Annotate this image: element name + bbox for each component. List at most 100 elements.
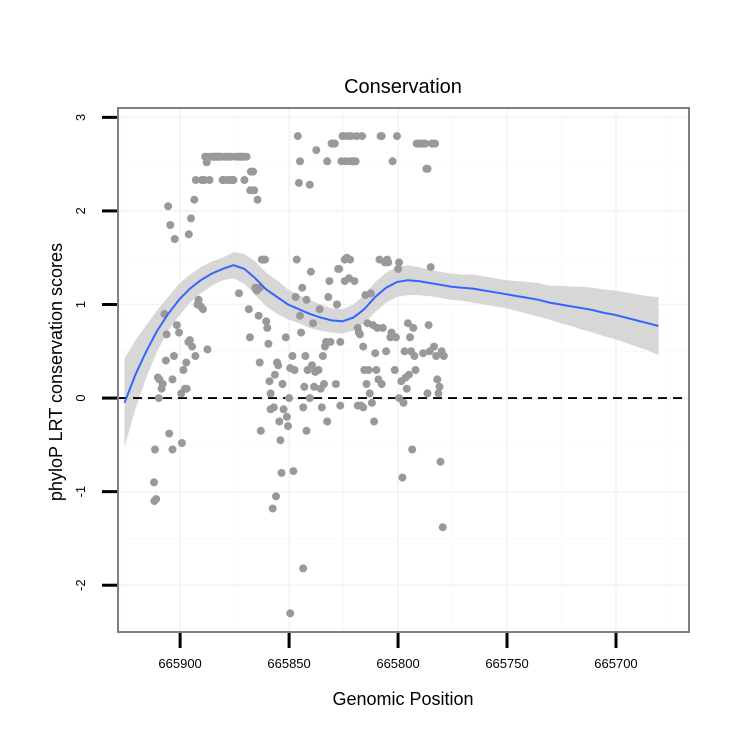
data-point [203, 345, 212, 354]
data-point [359, 342, 368, 351]
data-point [270, 370, 279, 379]
data-point [274, 361, 283, 370]
plot-panel [117, 107, 690, 633]
data-point [395, 258, 404, 267]
data-point [296, 157, 304, 166]
data-point [240, 176, 249, 184]
data-point [377, 132, 386, 141]
data-point [426, 263, 435, 272]
data-point [191, 176, 200, 184]
panel-border [117, 107, 690, 633]
data-point [158, 380, 167, 388]
data-point [366, 289, 375, 298]
data-point [292, 255, 301, 264]
y-tick-label: 0 [73, 394, 88, 401]
data-point [170, 235, 179, 243]
data-point [439, 352, 448, 360]
data-point [410, 352, 419, 360]
data-point [187, 214, 195, 223]
data-point [161, 356, 170, 365]
data-point [388, 157, 397, 166]
data-point [265, 377, 274, 386]
data-point [166, 221, 175, 229]
data-point [184, 230, 193, 239]
y-axis-ticks: -2 -1 0 1 2 3 [73, 114, 117, 591]
data-point [179, 366, 188, 374]
data-point [310, 382, 319, 391]
data-point [266, 389, 275, 398]
data-point [151, 445, 159, 454]
data-point [393, 132, 401, 141]
data-point [308, 361, 316, 370]
data-point [162, 330, 171, 339]
data-point [432, 352, 441, 360]
data-point [172, 321, 181, 330]
data-point [272, 492, 280, 501]
data-point [168, 375, 177, 384]
data-point [411, 366, 420, 374]
data-points [150, 132, 448, 618]
data-point [424, 321, 433, 330]
data-point [423, 389, 432, 398]
data-point [253, 195, 262, 204]
y-tick-label: -2 [73, 579, 88, 591]
data-point [421, 139, 430, 148]
data-point [406, 333, 414, 342]
data-point [277, 468, 286, 477]
data-point [419, 349, 428, 358]
data-point [318, 352, 327, 360]
data-point [431, 139, 440, 148]
data-point [394, 264, 403, 273]
data-point [398, 473, 407, 482]
data-point [352, 132, 361, 141]
data-point [423, 164, 432, 173]
data-point [371, 349, 380, 358]
data-point [362, 380, 371, 388]
data-point [299, 564, 308, 573]
data-point [168, 445, 177, 454]
data-point [242, 152, 251, 161]
data-point [165, 429, 174, 438]
data-point [177, 439, 186, 447]
data-point [390, 366, 399, 374]
data-point [350, 277, 359, 286]
data-point [194, 295, 203, 304]
data-point [435, 382, 444, 391]
data-point [438, 523, 447, 532]
data-point [205, 176, 214, 184]
data-point [229, 176, 238, 184]
data-point [263, 323, 272, 332]
data-point [164, 202, 173, 211]
data-point [430, 342, 438, 351]
data-point [333, 300, 341, 309]
data-point [331, 380, 340, 388]
data-point [317, 403, 326, 412]
x-axis-label: Genomic Position [332, 689, 473, 709]
data-point [358, 132, 367, 141]
data-point [402, 384, 411, 393]
data-point [154, 394, 163, 403]
data-point [297, 328, 306, 337]
y-axis-label: phyloP LRT conservation scores [46, 243, 66, 501]
data-point [378, 323, 387, 332]
data-point [300, 382, 309, 391]
data-point [351, 157, 360, 166]
data-point [282, 412, 291, 421]
grid-lines [118, 108, 689, 632]
data-point [150, 478, 158, 487]
data-point [305, 180, 314, 189]
data-point [293, 132, 302, 141]
data-point [254, 311, 263, 320]
data-point [434, 389, 443, 398]
data-point [190, 195, 199, 204]
data-point [309, 319, 318, 328]
data-point [433, 375, 442, 384]
data-point [185, 336, 194, 345]
data-point [323, 417, 332, 426]
data-point [326, 337, 335, 346]
data-point [264, 339, 273, 348]
data-point [235, 289, 243, 298]
data-point [275, 417, 284, 426]
data-point [391, 333, 400, 342]
data-point [244, 305, 253, 314]
